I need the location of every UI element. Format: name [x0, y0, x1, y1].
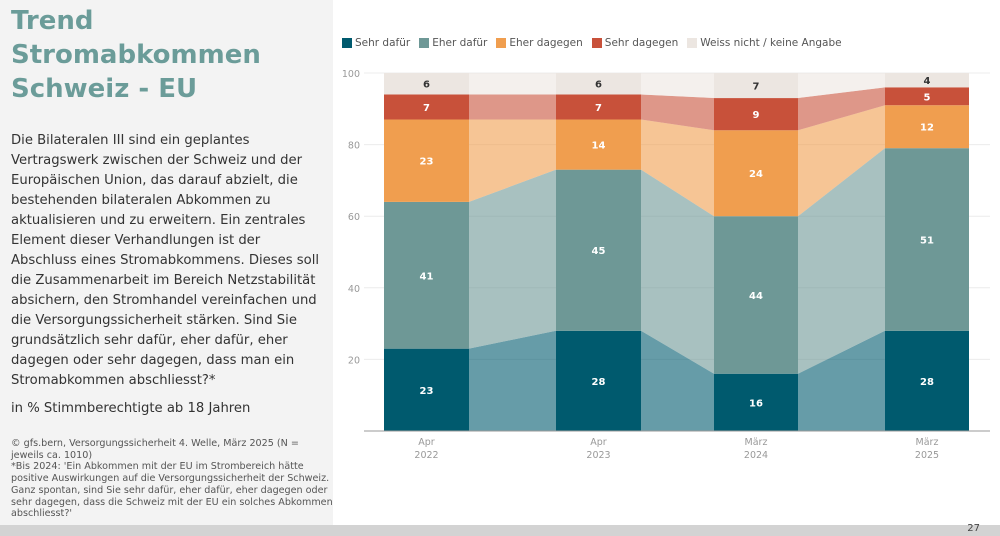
legend-item: Weiss nicht / keine Angabe [687, 37, 842, 49]
y-tick-label: 60 [348, 212, 360, 223]
bar-segment [714, 373, 798, 431]
data-label: 4 [924, 76, 931, 87]
data-label: 9 [753, 110, 760, 121]
legend-swatch [591, 38, 602, 48]
connector-band [469, 330, 556, 431]
source-note: © gfs.bern, Versorgungssicherheit 4. Wel… [11, 438, 333, 520]
bar-segment [885, 330, 969, 431]
data-label: 28 [592, 377, 606, 388]
connector-band [641, 119, 714, 217]
data-label: 41 [420, 271, 434, 282]
bar-segment [384, 94, 469, 120]
source-text: © gfs.bern, Versorgungssicherheit 4. Wel… [11, 438, 299, 461]
page-number: 27 [967, 523, 980, 534]
connector-band [469, 119, 556, 202]
legend-label: Eher dafür [432, 37, 488, 49]
x-tick-label: März [745, 437, 768, 448]
data-label: 7 [423, 103, 430, 114]
bar-segment [556, 94, 641, 120]
bar-segment [556, 169, 641, 331]
data-label: 7 [595, 103, 602, 114]
legend-swatch [496, 38, 507, 48]
unit-text: in % Stimmberechtigte ab 18 Jahren [11, 401, 251, 416]
data-label: 51 [920, 235, 934, 246]
connector-band [798, 148, 885, 374]
bar-segment [384, 119, 469, 202]
bar-segment [714, 98, 798, 131]
legend-label: Eher dagegen [509, 37, 583, 49]
legend-label: Weiss nicht / keine Angabe [700, 37, 842, 49]
question-text: Die Bilateralen III sind ein geplantes V… [11, 133, 320, 388]
bar-segment [556, 119, 641, 170]
x-tick-label: 2023 [586, 450, 610, 461]
legend-label: Sehr dagegen [604, 37, 679, 49]
bar-segment [556, 330, 641, 431]
bar-segment [384, 73, 469, 95]
stacked-bar-chart: 2040608010023412376Apr202228451476Apr202… [342, 69, 990, 461]
y-tick-label: 20 [348, 355, 360, 366]
connector-band [469, 169, 556, 349]
connector-band [798, 105, 885, 217]
data-label: 7 [753, 82, 760, 93]
legend-swatch [342, 38, 352, 48]
x-tick-label: 2025 [915, 450, 939, 461]
data-label: 14 [592, 141, 606, 152]
data-label: 16 [749, 398, 763, 409]
connector-band [798, 330, 885, 431]
x-tick-label: März [916, 437, 939, 448]
connector-band [641, 169, 714, 374]
x-tick-label: Apr [418, 437, 435, 448]
bar-segment [714, 216, 798, 374]
data-label: 6 [595, 80, 602, 91]
bar-segment [384, 201, 469, 349]
data-label: 23 [420, 157, 434, 168]
bar-segment [714, 130, 798, 217]
connector-band [798, 87, 885, 131]
legend-label: Sehr dafür [355, 37, 411, 49]
connector-band [641, 94, 714, 131]
data-label: 23 [420, 386, 434, 397]
x-tick-label: 2022 [414, 450, 438, 461]
legend-item: Eher dafür [419, 37, 487, 49]
legend-item: Sehr dagegen [591, 37, 679, 49]
bar-segment [885, 73, 969, 88]
connector-band [641, 330, 714, 431]
data-label: 24 [749, 169, 763, 180]
bar-segment [384, 348, 469, 431]
page-title: Trend Stromabkommen Schweiz - EU [11, 6, 261, 104]
bar-segment [885, 87, 969, 106]
connector-band [641, 73, 714, 99]
connector-band [469, 73, 556, 95]
y-tick-label: 100 [342, 69, 360, 80]
legend-item: Sehr dafür [342, 37, 410, 49]
connector-band [469, 94, 556, 120]
y-tick-label: 40 [348, 284, 360, 295]
legend-item: Eher dagegen [496, 37, 583, 49]
legend-swatch [419, 38, 430, 48]
data-label: 44 [749, 291, 763, 302]
data-label: 5 [924, 92, 931, 103]
footnote-text: *Bis 2024: 'Ein Abkommen mit der EU im S… [11, 461, 333, 520]
data-label: 28 [920, 377, 934, 388]
bar-segment [885, 105, 969, 149]
x-tick-label: 2024 [744, 450, 768, 461]
data-label: 45 [592, 246, 606, 257]
legend-swatch [687, 38, 698, 48]
bar-segment [714, 73, 798, 99]
x-tick-label: Apr [590, 437, 607, 448]
bar-segment [885, 148, 969, 331]
connector-band [798, 73, 885, 99]
data-label: 6 [423, 80, 430, 91]
data-label: 12 [920, 123, 934, 134]
bar-segment [556, 73, 641, 95]
left-panel: Trend Stromabkommen Schweiz - EU Die Bil… [0, 0, 333, 525]
y-tick-label: 80 [348, 141, 360, 152]
chart-legend: Sehr dafür Eher dafür Eher dagegen Sehr dag… [342, 37, 842, 49]
footer-bar [0, 525, 1000, 536]
